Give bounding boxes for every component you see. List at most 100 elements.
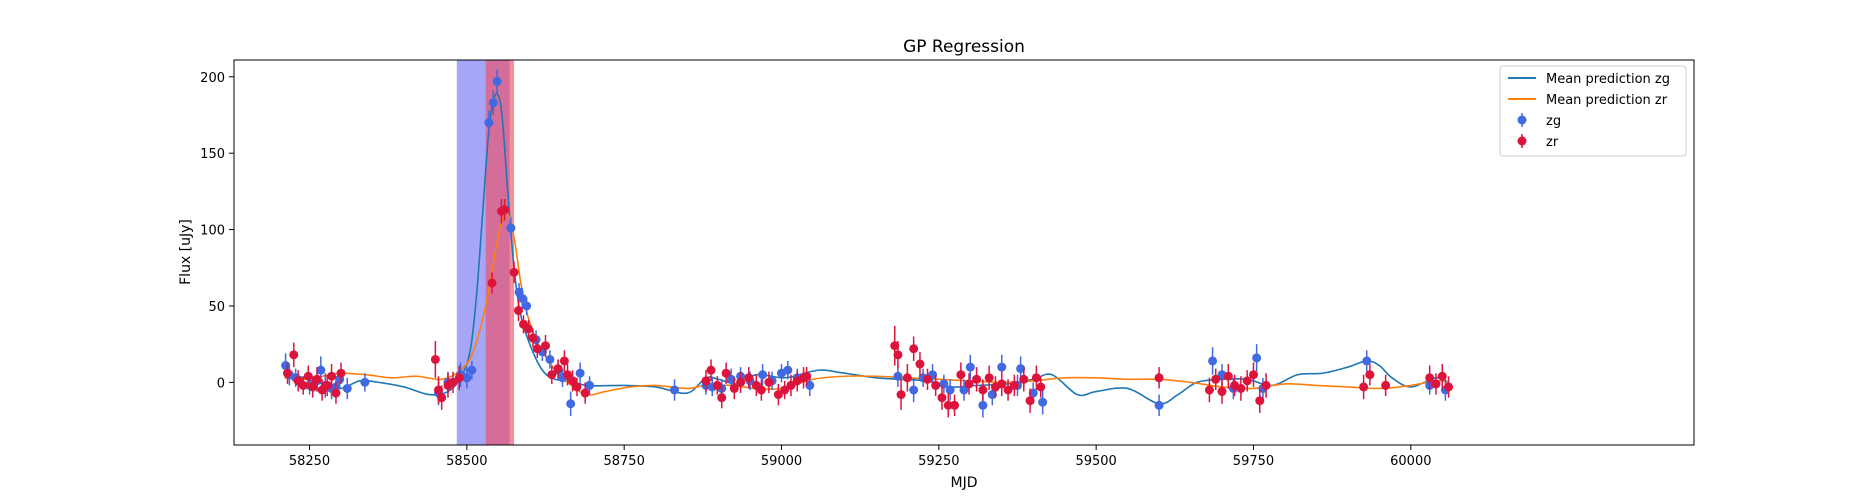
point-zr-17 (454, 365, 464, 390)
marker-zr-88 (1365, 370, 1375, 380)
marker-zr-18 (487, 278, 497, 288)
point-zg-64 (1252, 344, 1262, 372)
y-axis-ticks: 0 50 100 150 200 (200, 71, 234, 391)
marker-zg-64 (1252, 353, 1262, 363)
point-zr-27 (541, 335, 551, 357)
marker-zr-41 (736, 377, 746, 387)
marker-zg-16 (467, 365, 477, 375)
marker-zg-46 (909, 385, 919, 395)
plot-frame (233, 59, 1695, 446)
point-zg-17 (484, 110, 494, 135)
point-zg-19 (492, 69, 502, 94)
point-zr-33 (572, 377, 582, 397)
marker-zr-73 (1025, 396, 1035, 406)
x-tick-label-58250: 58250 (289, 454, 330, 469)
point-zr-52 (890, 325, 900, 366)
point-zr-35 (701, 370, 711, 392)
marker-zg-19 (492, 76, 502, 86)
marker-zr-42 (744, 373, 754, 383)
point-zg-32 (670, 379, 680, 401)
point-zr-65 (972, 367, 982, 392)
point-zg-29 (566, 391, 576, 416)
point-zr-73 (1025, 388, 1035, 413)
point-zg-15 (462, 367, 472, 389)
marker-zr-25 (528, 333, 538, 343)
marker-zr-13 (434, 385, 444, 395)
point-zr-87 (1359, 374, 1369, 400)
point-zr-56 (909, 336, 919, 361)
marker-zr-57 (915, 359, 925, 369)
point-zg-18 (488, 90, 498, 115)
plot-area (281, 60, 1454, 445)
marker-zg-57 (1016, 364, 1026, 374)
marker-zr-21 (509, 267, 519, 277)
marker-zr-58 (923, 374, 932, 384)
marker-zr-44 (756, 385, 766, 395)
marker-zr-36 (706, 365, 716, 375)
marker-zr-53 (893, 350, 903, 360)
marker-zr-69 (997, 379, 1007, 389)
y-tick-label-100: 100 (200, 224, 225, 239)
point-zr-75 (1036, 376, 1046, 398)
x-axis-ticks: 58250 58500 58750 59000 59250 59500 59750 60000 (289, 445, 1431, 469)
marker-zr-37 (712, 380, 722, 390)
marker-zr-51 (802, 371, 812, 381)
point-zr-84 (1248, 362, 1258, 387)
marker-zr-28 (547, 370, 557, 380)
marker-zg-53 (978, 400, 988, 410)
point-zr-63 (956, 362, 966, 387)
point-zg-16 (467, 360, 477, 380)
point-zr-72 (1019, 367, 1029, 392)
x-tick-label-60000: 60000 (1390, 454, 1431, 469)
marker-zg-17 (484, 118, 494, 128)
marker-zr-22 (513, 306, 523, 316)
y-tick-label-0: 0 (217, 376, 225, 391)
marker-zg-66 (1362, 356, 1372, 366)
marker-zg-32 (670, 385, 680, 395)
marker-zr-27 (541, 341, 551, 351)
marker-zg-18 (488, 98, 498, 108)
marker-zr-55 (902, 373, 912, 383)
point-zg-60 (1154, 394, 1164, 416)
point-zr-1 (289, 342, 299, 368)
point-zg-61 (1208, 347, 1218, 375)
marker-zr-92 (1437, 371, 1447, 381)
point-zr-44 (756, 379, 766, 401)
point-zr-9 (327, 364, 337, 389)
point-zg-52 (965, 354, 975, 380)
point-zr-22 (513, 299, 523, 322)
marker-zr-34 (580, 388, 590, 398)
point-zr-88 (1365, 364, 1375, 386)
marker-zr-76 (1154, 373, 1164, 383)
marker-zr-16 (448, 377, 458, 387)
marker-zr-60 (937, 393, 947, 403)
point-zr-30 (559, 350, 569, 372)
x-axis-label: MJD (951, 475, 978, 491)
legend: Mean prediction zg Mean prediction zr zg… (1499, 65, 1687, 157)
point-zr-20 (500, 199, 510, 221)
point-zr-69 (997, 371, 1007, 397)
x-tick-label-59250: 59250 (918, 454, 959, 469)
point-zr-82 (1236, 376, 1246, 401)
point-zr-86 (1261, 373, 1271, 398)
marker-zr-46 (773, 390, 783, 400)
shaded-regions (456, 60, 515, 445)
point-zr-93 (1444, 376, 1454, 398)
marker-zr-12 (430, 354, 440, 364)
point-zr-25 (528, 328, 538, 348)
point-zg-11 (360, 373, 370, 392)
marker-zr-17 (454, 373, 464, 383)
point-zr-24 (524, 319, 534, 339)
marker-zg-31 (585, 380, 595, 390)
marker-zg-5 (316, 365, 326, 375)
point-zr-12 (430, 341, 440, 378)
point-zr-41 (736, 371, 746, 394)
marker-zr-74 (1031, 373, 1041, 383)
point-zg-26 (545, 350, 555, 369)
marker-zr-62 (950, 400, 960, 410)
marker-zg-44 (805, 380, 815, 390)
marker-zr-6 (312, 374, 322, 384)
marker-zr-90 (1425, 373, 1435, 383)
marker-zr-14 (437, 393, 447, 403)
